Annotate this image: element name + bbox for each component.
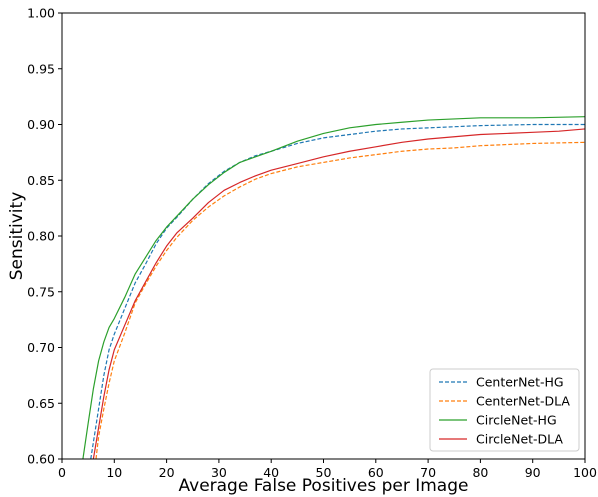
x-tick-label: 50: [316, 465, 332, 480]
y-axis-title: Sensitivity: [7, 192, 27, 281]
x-tick-label: 100: [573, 465, 597, 480]
x-axis: 0 10 20 30 40 50 60 70 80 90 100: [58, 459, 597, 480]
y-tick-label: 0.65: [27, 396, 55, 411]
plot-area: 0 10 20 30 40 50 60 70 80 90 100 0.600.650.700.750…: [27, 6, 597, 481]
series-line-circlenet-hg: [82, 116, 585, 459]
legend-label: CircleNet-HG: [476, 413, 557, 428]
y-tick-label: 1.00: [27, 6, 55, 21]
x-tick-label: 0: [58, 465, 66, 480]
y-tick-label: 0.80: [27, 229, 55, 244]
series-line-centernet-dla: [95, 141, 585, 459]
x-tick-label: 10: [106, 465, 122, 480]
x-tick-label: 20: [159, 465, 175, 480]
y-tick-label: 0.60: [27, 452, 55, 467]
x-tick-label: 40: [263, 465, 279, 480]
y-axis: 0.60 0.65 0.70 0.75 0.80 0.85 0.90 0.95 1.00: [27, 6, 62, 467]
y-tick-label: 0.70: [27, 340, 55, 355]
legend-label: CircleNet-DLA: [476, 432, 563, 447]
x-tick-label: 30: [211, 465, 227, 480]
y-tick-label: 0.90: [27, 117, 55, 132]
legend-label: CenterNet-HG: [476, 375, 564, 390]
series-line-centernet-hg: [90, 123, 585, 459]
legend: CenterNet-HG CenterNet-DLA CircleNet-HG Cir…: [429, 368, 580, 452]
x-tick-label: 90: [525, 465, 541, 480]
y-tick-label: 0.75: [27, 284, 55, 299]
x-tick-label: 70: [420, 465, 436, 480]
y-tick-label: 0.95: [27, 61, 55, 76]
legend-label: CenterNet-DLA: [476, 394, 570, 409]
x-axis-title: Average False Positives per Image: [179, 476, 469, 496]
x-tick-label: 60: [368, 465, 384, 480]
legend-box: [429, 368, 580, 452]
y-tick-label: 0.85: [27, 173, 55, 188]
x-tick-label: 80: [472, 465, 488, 480]
series-line-circlenet-dla: [92, 128, 585, 459]
series-layer: [82, 116, 585, 459]
